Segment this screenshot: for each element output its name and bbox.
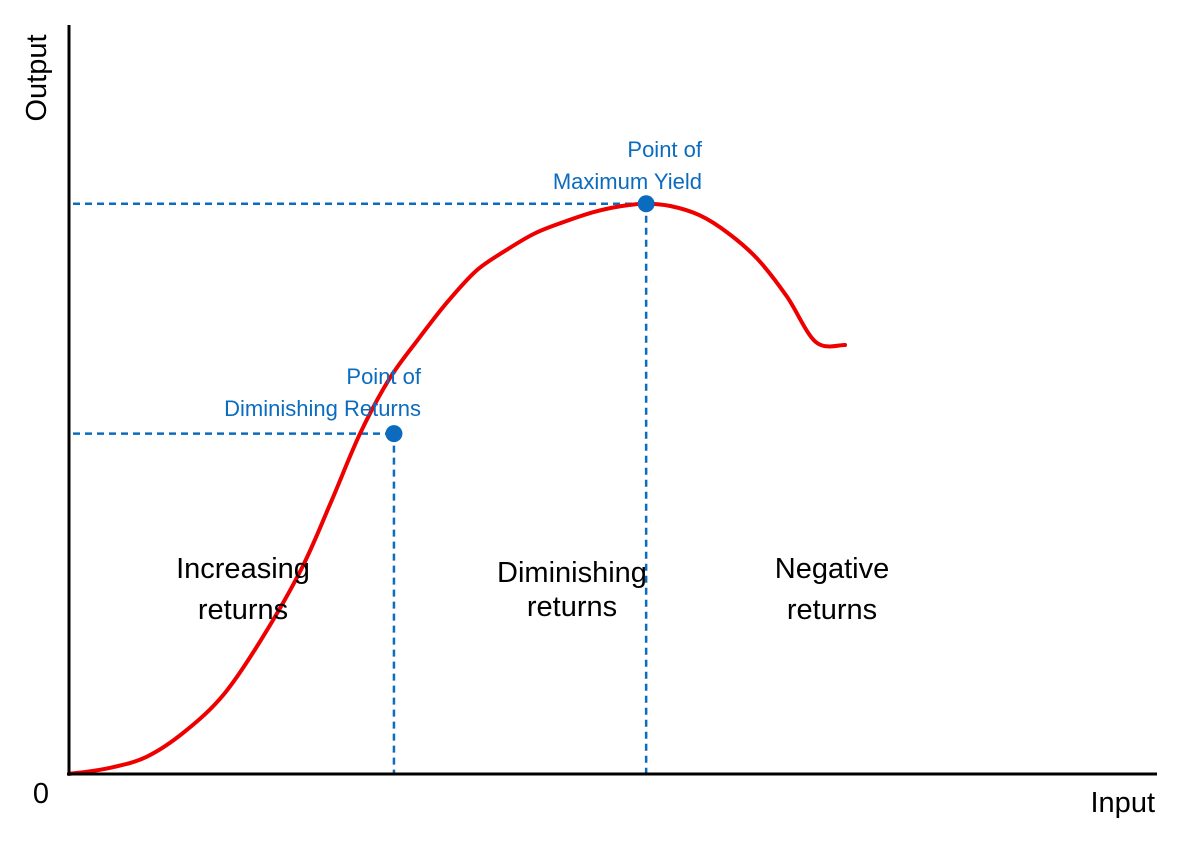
point-maximum-yield	[637, 195, 655, 213]
region-label-line2: returns	[198, 594, 288, 626]
point-label-line1: Point of	[627, 137, 702, 162]
point-label-line2: Diminishing Returns	[224, 396, 421, 421]
region-label-line2: returns	[787, 594, 877, 626]
point-label-maximum-yield: Point of Maximum Yield	[553, 137, 703, 194]
region-label-line1: Negative	[775, 553, 889, 585]
region-label-line2: returns	[527, 591, 617, 623]
region-negative-returns: Negative returns	[775, 553, 889, 626]
production-curve	[67, 201, 847, 776]
region-increasing-returns: Increasing returns	[176, 553, 310, 626]
region-diminishing-returns: Diminishing returns	[497, 557, 647, 623]
guide-lines	[73, 202, 648, 774]
x-axis-label: Input	[1091, 787, 1156, 819]
point-label-line2: Maximum Yield	[553, 169, 702, 194]
key-points	[385, 195, 655, 443]
point-label-line1: Point of	[346, 364, 421, 389]
region-label-line1: Diminishing	[497, 557, 647, 589]
point-label-diminishing-returns: Point of Diminishing Returns	[224, 364, 422, 421]
region-label-line1: Increasing	[176, 553, 310, 585]
origin-label: 0	[33, 778, 49, 810]
y-axis-label: Output	[21, 34, 53, 121]
point-diminishing-returns	[385, 425, 403, 443]
